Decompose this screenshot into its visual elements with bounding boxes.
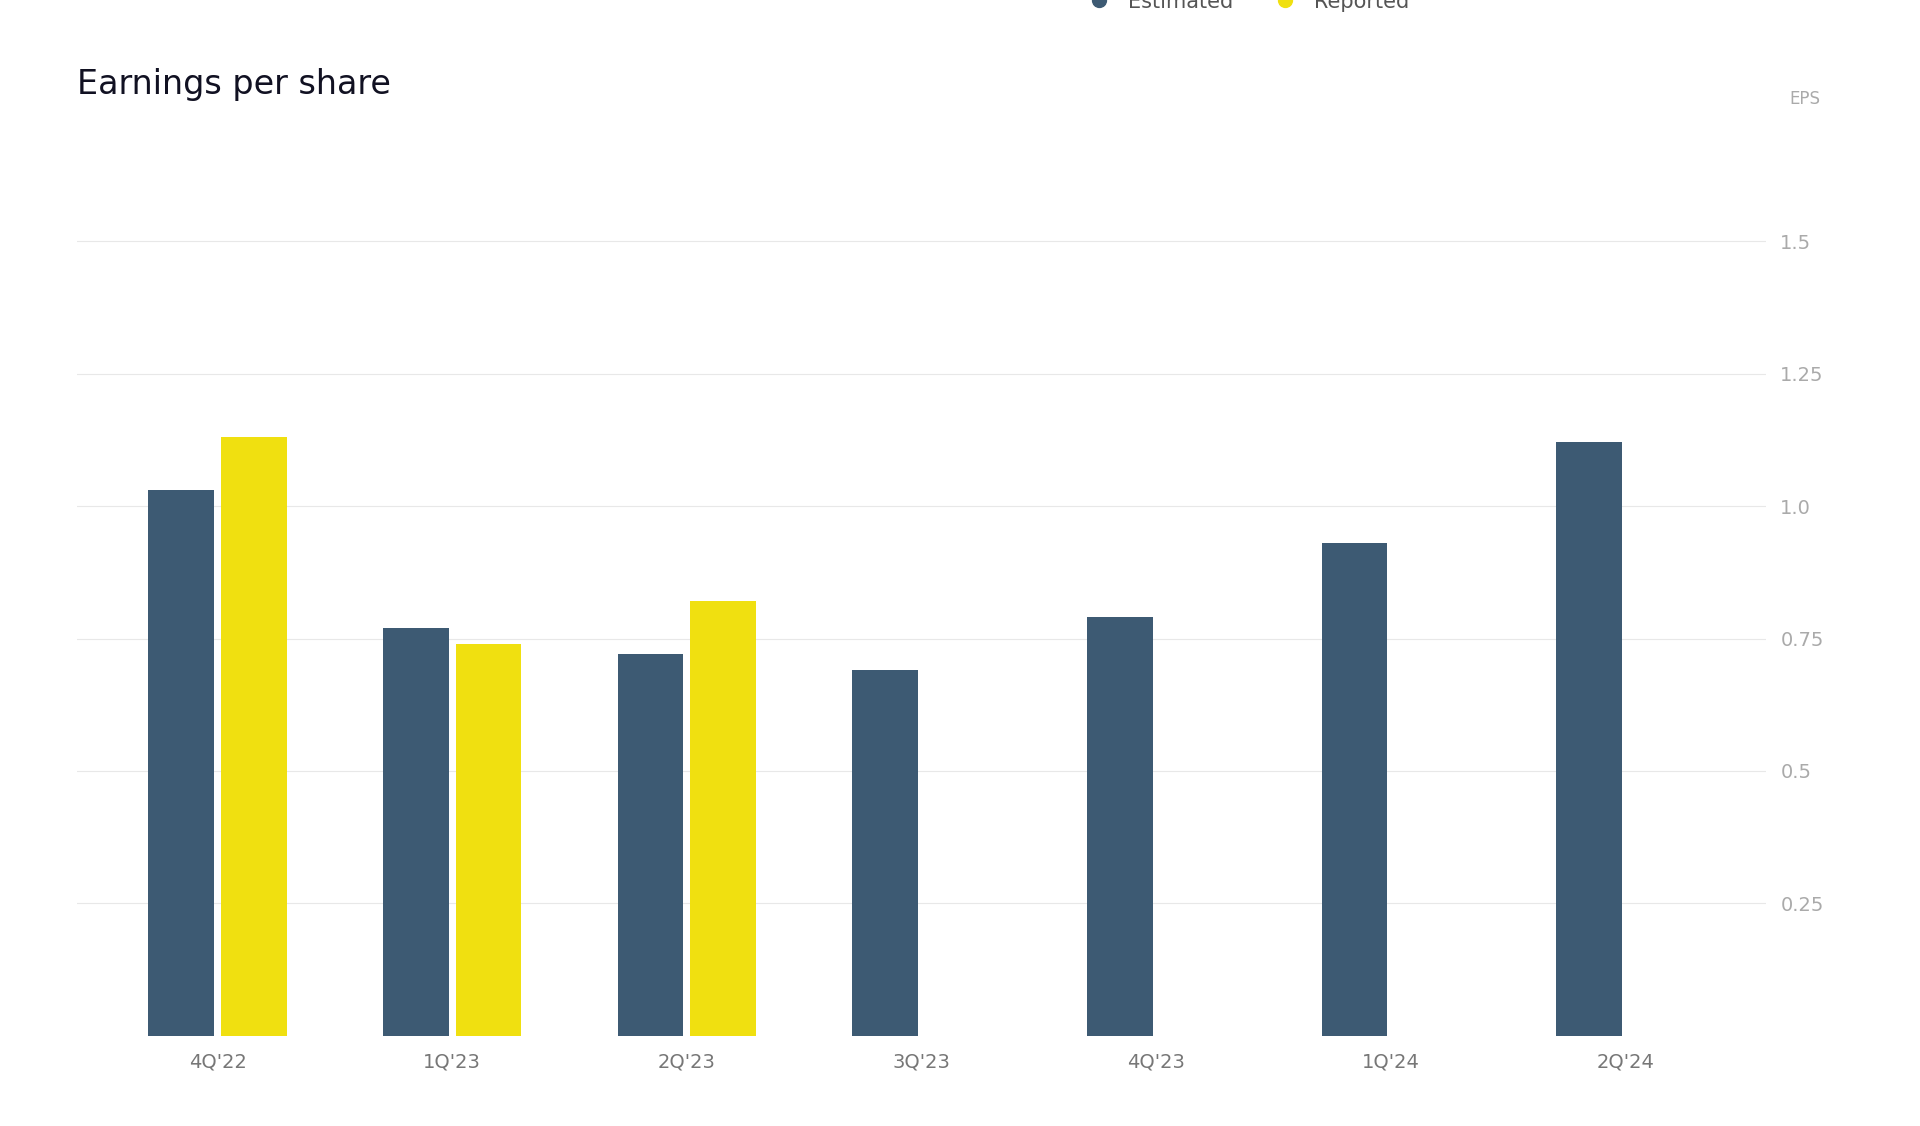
Bar xyxy=(691,601,756,1036)
Bar xyxy=(852,670,918,1036)
Bar xyxy=(618,654,684,1036)
Bar xyxy=(384,628,449,1036)
Bar xyxy=(148,490,215,1036)
Bar xyxy=(455,644,522,1036)
Bar xyxy=(1557,443,1622,1036)
Bar xyxy=(1321,543,1388,1036)
Bar xyxy=(221,437,286,1036)
Legend: Estimated, Reported: Estimated, Reported xyxy=(1069,0,1419,20)
Text: Earnings per share: Earnings per share xyxy=(77,68,390,100)
Bar xyxy=(1087,617,1152,1036)
Text: EPS: EPS xyxy=(1789,90,1820,108)
